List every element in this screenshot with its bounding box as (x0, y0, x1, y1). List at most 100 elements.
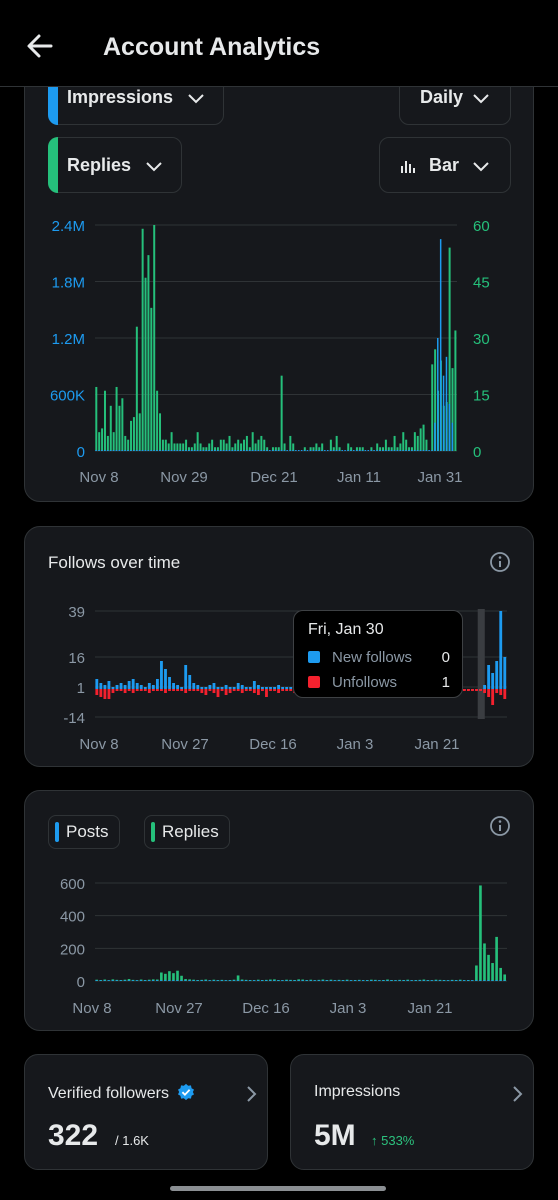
chart-type-selector[interactable]: Bar (379, 137, 511, 193)
new-follows-bar (491, 673, 495, 689)
impressions-bar (341, 450, 343, 451)
posts-bar (321, 980, 324, 981)
replies-bar (159, 413, 162, 451)
page-title: Account Analytics (103, 33, 321, 61)
posts-bar (370, 980, 373, 981)
chart-type-label: Bar (429, 154, 460, 175)
posts-bar (434, 980, 437, 981)
unfollows-bar (273, 689, 276, 691)
impressions-bar (257, 450, 259, 451)
replies-bar (434, 349, 437, 451)
y-right-tick-label: 15 (473, 388, 490, 405)
posts-bar (394, 980, 397, 981)
info-icon[interactable] (489, 551, 511, 573)
new-follows-bar (192, 683, 196, 689)
posts-bar (329, 980, 332, 981)
posts-bar (103, 980, 106, 981)
posts-bar (107, 980, 110, 981)
x-tick-label: Nov 27 (155, 1000, 203, 1017)
posts-bar (361, 980, 365, 981)
posts-bar (269, 980, 272, 981)
replies-bar (329, 439, 332, 451)
y-right-tick-label: 60 (473, 218, 490, 235)
posts-bar (119, 980, 122, 981)
posts-bar (143, 980, 146, 981)
new-follows-bar (236, 683, 240, 689)
impressions-replies-chart[interactable]: 2.4M 1.8M 1.2M 600K 0 60 45 30 15 0 Nov 8 Nov 29 Dec… (25, 201, 535, 501)
posts-bar (386, 980, 389, 981)
metric2-selector[interactable]: Replies (48, 137, 182, 193)
verified-followers-card[interactable]: Verified followers 322 / 1.6K (24, 1054, 268, 1170)
posts-bar (151, 980, 154, 981)
chevron-right-icon (513, 1086, 523, 1102)
replies-bar (208, 443, 211, 451)
replies-bar (167, 443, 170, 451)
posts-bar (265, 980, 268, 981)
unfollows-bar (168, 689, 171, 691)
impressions-bar (144, 450, 147, 451)
replies-bar (410, 447, 413, 451)
verified-followers-total: / 1.6K (115, 1133, 149, 1148)
unfollows-bar (232, 689, 236, 691)
impressions-bar (295, 450, 297, 451)
posts-bar (446, 980, 449, 981)
replies-bar (118, 405, 121, 451)
x-tick-label: Jan 31 (417, 469, 462, 486)
posts-bar (212, 980, 215, 981)
replies-bar (240, 443, 243, 451)
posts-bar (462, 980, 466, 981)
unfollows-bar (269, 689, 272, 691)
new-follows-bar (204, 687, 208, 689)
posts-replies-chart[interactable]: 600 400 200 0 Nov 8 Nov 27 Dec 16 Jan 3 Jan 21 (25, 867, 535, 1027)
impressions-bar (292, 450, 294, 451)
x-tick-label: Nov 8 (79, 736, 118, 753)
posts-bar (180, 980, 183, 981)
new-follows-bar (228, 687, 232, 689)
legend-posts[interactable]: Posts (48, 815, 120, 849)
unfollows-bar (176, 689, 180, 691)
posts-bar (228, 980, 231, 981)
impressions-stat-card[interactable]: Impressions 5M ↑ 533% (290, 1054, 534, 1170)
x-tick-label: Jan 11 (337, 469, 381, 486)
posts-bar (200, 980, 203, 981)
unfollows-bar (131, 689, 135, 693)
replies-bar (271, 447, 274, 451)
new-follows-bar (147, 683, 151, 689)
posts-bar (244, 980, 247, 981)
posts-bar (224, 980, 227, 981)
replies-bar (332, 447, 335, 451)
info-icon[interactable] (489, 815, 511, 837)
replies-bar (127, 979, 131, 981)
x-tick-label: Jan 3 (330, 1000, 367, 1017)
impressions-bar (303, 450, 306, 451)
unfollows-bar (200, 689, 204, 693)
chevron-down-icon (473, 162, 489, 172)
posts-bar (95, 980, 98, 981)
impressions-bar (376, 450, 378, 451)
replies-bar (138, 413, 141, 451)
legend-replies[interactable]: Replies (144, 815, 230, 849)
posts-bar (458, 980, 461, 981)
impressions-bar (437, 338, 439, 451)
impressions-bar (442, 375, 445, 451)
arrow-left-icon[interactable] (24, 30, 56, 62)
unfollows-bar (228, 689, 232, 693)
replies-bar (202, 447, 205, 451)
new-follows-bar (131, 679, 135, 689)
unfollows-bar (107, 689, 111, 699)
impressions-bar (109, 450, 112, 451)
impressions-bar (106, 450, 109, 451)
posts-bar (495, 980, 498, 981)
impressions-bar (159, 450, 161, 451)
metric2-label: Replies (67, 154, 132, 175)
replies-bar (257, 439, 260, 451)
new-follows-bar (168, 677, 171, 689)
impressions-bar (364, 450, 367, 451)
impressions-bar (361, 450, 364, 451)
replies-bar (161, 439, 164, 451)
interval-label: Daily (420, 86, 464, 107)
posts-bar (127, 980, 130, 981)
new-follows-bar (115, 685, 119, 689)
replies-bar (248, 447, 251, 451)
posts-bar (168, 980, 171, 981)
